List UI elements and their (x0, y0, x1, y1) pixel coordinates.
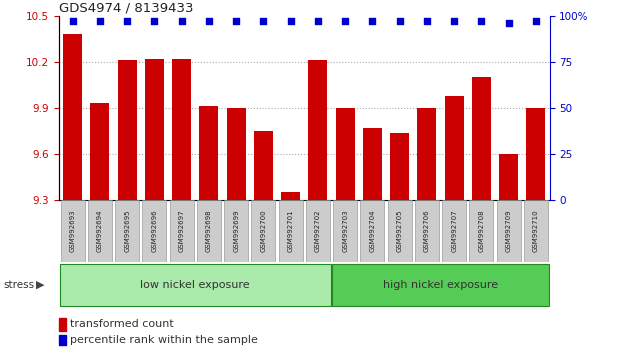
Point (176, 19, 186, 24)
Text: transformed count: transformed count (70, 319, 174, 329)
Bar (417, 108, 437, 200)
Point (531, 19, 541, 24)
Text: GSM992694: GSM992694 (97, 210, 103, 252)
Bar (335, 108, 355, 200)
Text: GSM992695: GSM992695 (124, 210, 130, 252)
Point (368, 19, 378, 24)
Text: GSM992699: GSM992699 (233, 210, 239, 252)
Bar (117, 61, 137, 200)
Point (258, 19, 268, 24)
FancyBboxPatch shape (170, 200, 194, 262)
Bar (199, 107, 219, 200)
FancyBboxPatch shape (497, 200, 520, 262)
FancyBboxPatch shape (333, 200, 357, 262)
Text: percentile rank within the sample: percentile rank within the sample (70, 335, 258, 345)
FancyBboxPatch shape (469, 200, 494, 262)
Text: GSM992696: GSM992696 (152, 210, 157, 252)
Text: GDS4974 / 8139433: GDS4974 / 8139433 (59, 2, 194, 15)
Point (340, 19, 350, 24)
FancyBboxPatch shape (442, 200, 466, 262)
Text: ▶: ▶ (36, 280, 45, 290)
Bar (172, 59, 191, 200)
Point (422, 19, 432, 24)
Bar (363, 128, 382, 200)
Point (122, 19, 132, 24)
FancyBboxPatch shape (224, 200, 248, 262)
Point (150, 19, 160, 24)
Bar (90, 103, 109, 200)
Bar (63, 34, 82, 200)
Text: GSM992703: GSM992703 (342, 210, 348, 252)
FancyBboxPatch shape (524, 200, 548, 262)
Point (476, 19, 486, 24)
Bar (145, 59, 164, 200)
Bar (227, 108, 246, 200)
Point (395, 19, 405, 24)
Bar (527, 108, 545, 200)
FancyBboxPatch shape (415, 200, 439, 262)
Text: stress: stress (3, 280, 34, 290)
Text: GSM992702: GSM992702 (315, 210, 321, 252)
FancyBboxPatch shape (332, 264, 549, 306)
Text: GSM992710: GSM992710 (533, 210, 539, 252)
Text: GSM992700: GSM992700 (260, 210, 266, 252)
FancyBboxPatch shape (279, 200, 302, 262)
FancyBboxPatch shape (197, 200, 221, 262)
FancyBboxPatch shape (88, 200, 112, 262)
Text: GSM992704: GSM992704 (369, 210, 376, 252)
Text: GSM992698: GSM992698 (206, 210, 212, 252)
Point (313, 19, 323, 24)
Bar (499, 154, 519, 200)
Text: GSM992705: GSM992705 (397, 210, 402, 252)
Text: GSM992707: GSM992707 (451, 210, 457, 252)
Text: GSM992697: GSM992697 (179, 210, 184, 252)
Bar (254, 131, 273, 200)
Text: GSM992709: GSM992709 (505, 210, 512, 252)
FancyBboxPatch shape (60, 264, 331, 306)
Text: GSM992693: GSM992693 (70, 210, 76, 252)
Bar (309, 61, 327, 200)
Point (95, 19, 105, 24)
Point (204, 19, 214, 24)
FancyBboxPatch shape (306, 200, 330, 262)
FancyBboxPatch shape (252, 200, 275, 262)
Bar (472, 77, 491, 200)
Point (286, 19, 296, 24)
Text: GSM992706: GSM992706 (424, 210, 430, 252)
Bar (281, 192, 300, 200)
Bar (445, 96, 464, 200)
FancyBboxPatch shape (388, 200, 412, 262)
Text: GSM992701: GSM992701 (288, 210, 294, 252)
Point (504, 21, 514, 26)
Text: high nickel exposure: high nickel exposure (383, 280, 498, 290)
Text: low nickel exposure: low nickel exposure (140, 280, 250, 290)
FancyBboxPatch shape (360, 200, 384, 262)
FancyBboxPatch shape (61, 200, 84, 262)
Text: GSM992708: GSM992708 (478, 210, 484, 252)
Bar (390, 132, 409, 200)
FancyBboxPatch shape (142, 200, 166, 262)
Point (449, 19, 459, 24)
Point (231, 19, 241, 24)
FancyBboxPatch shape (115, 200, 139, 262)
Point (68, 19, 78, 24)
